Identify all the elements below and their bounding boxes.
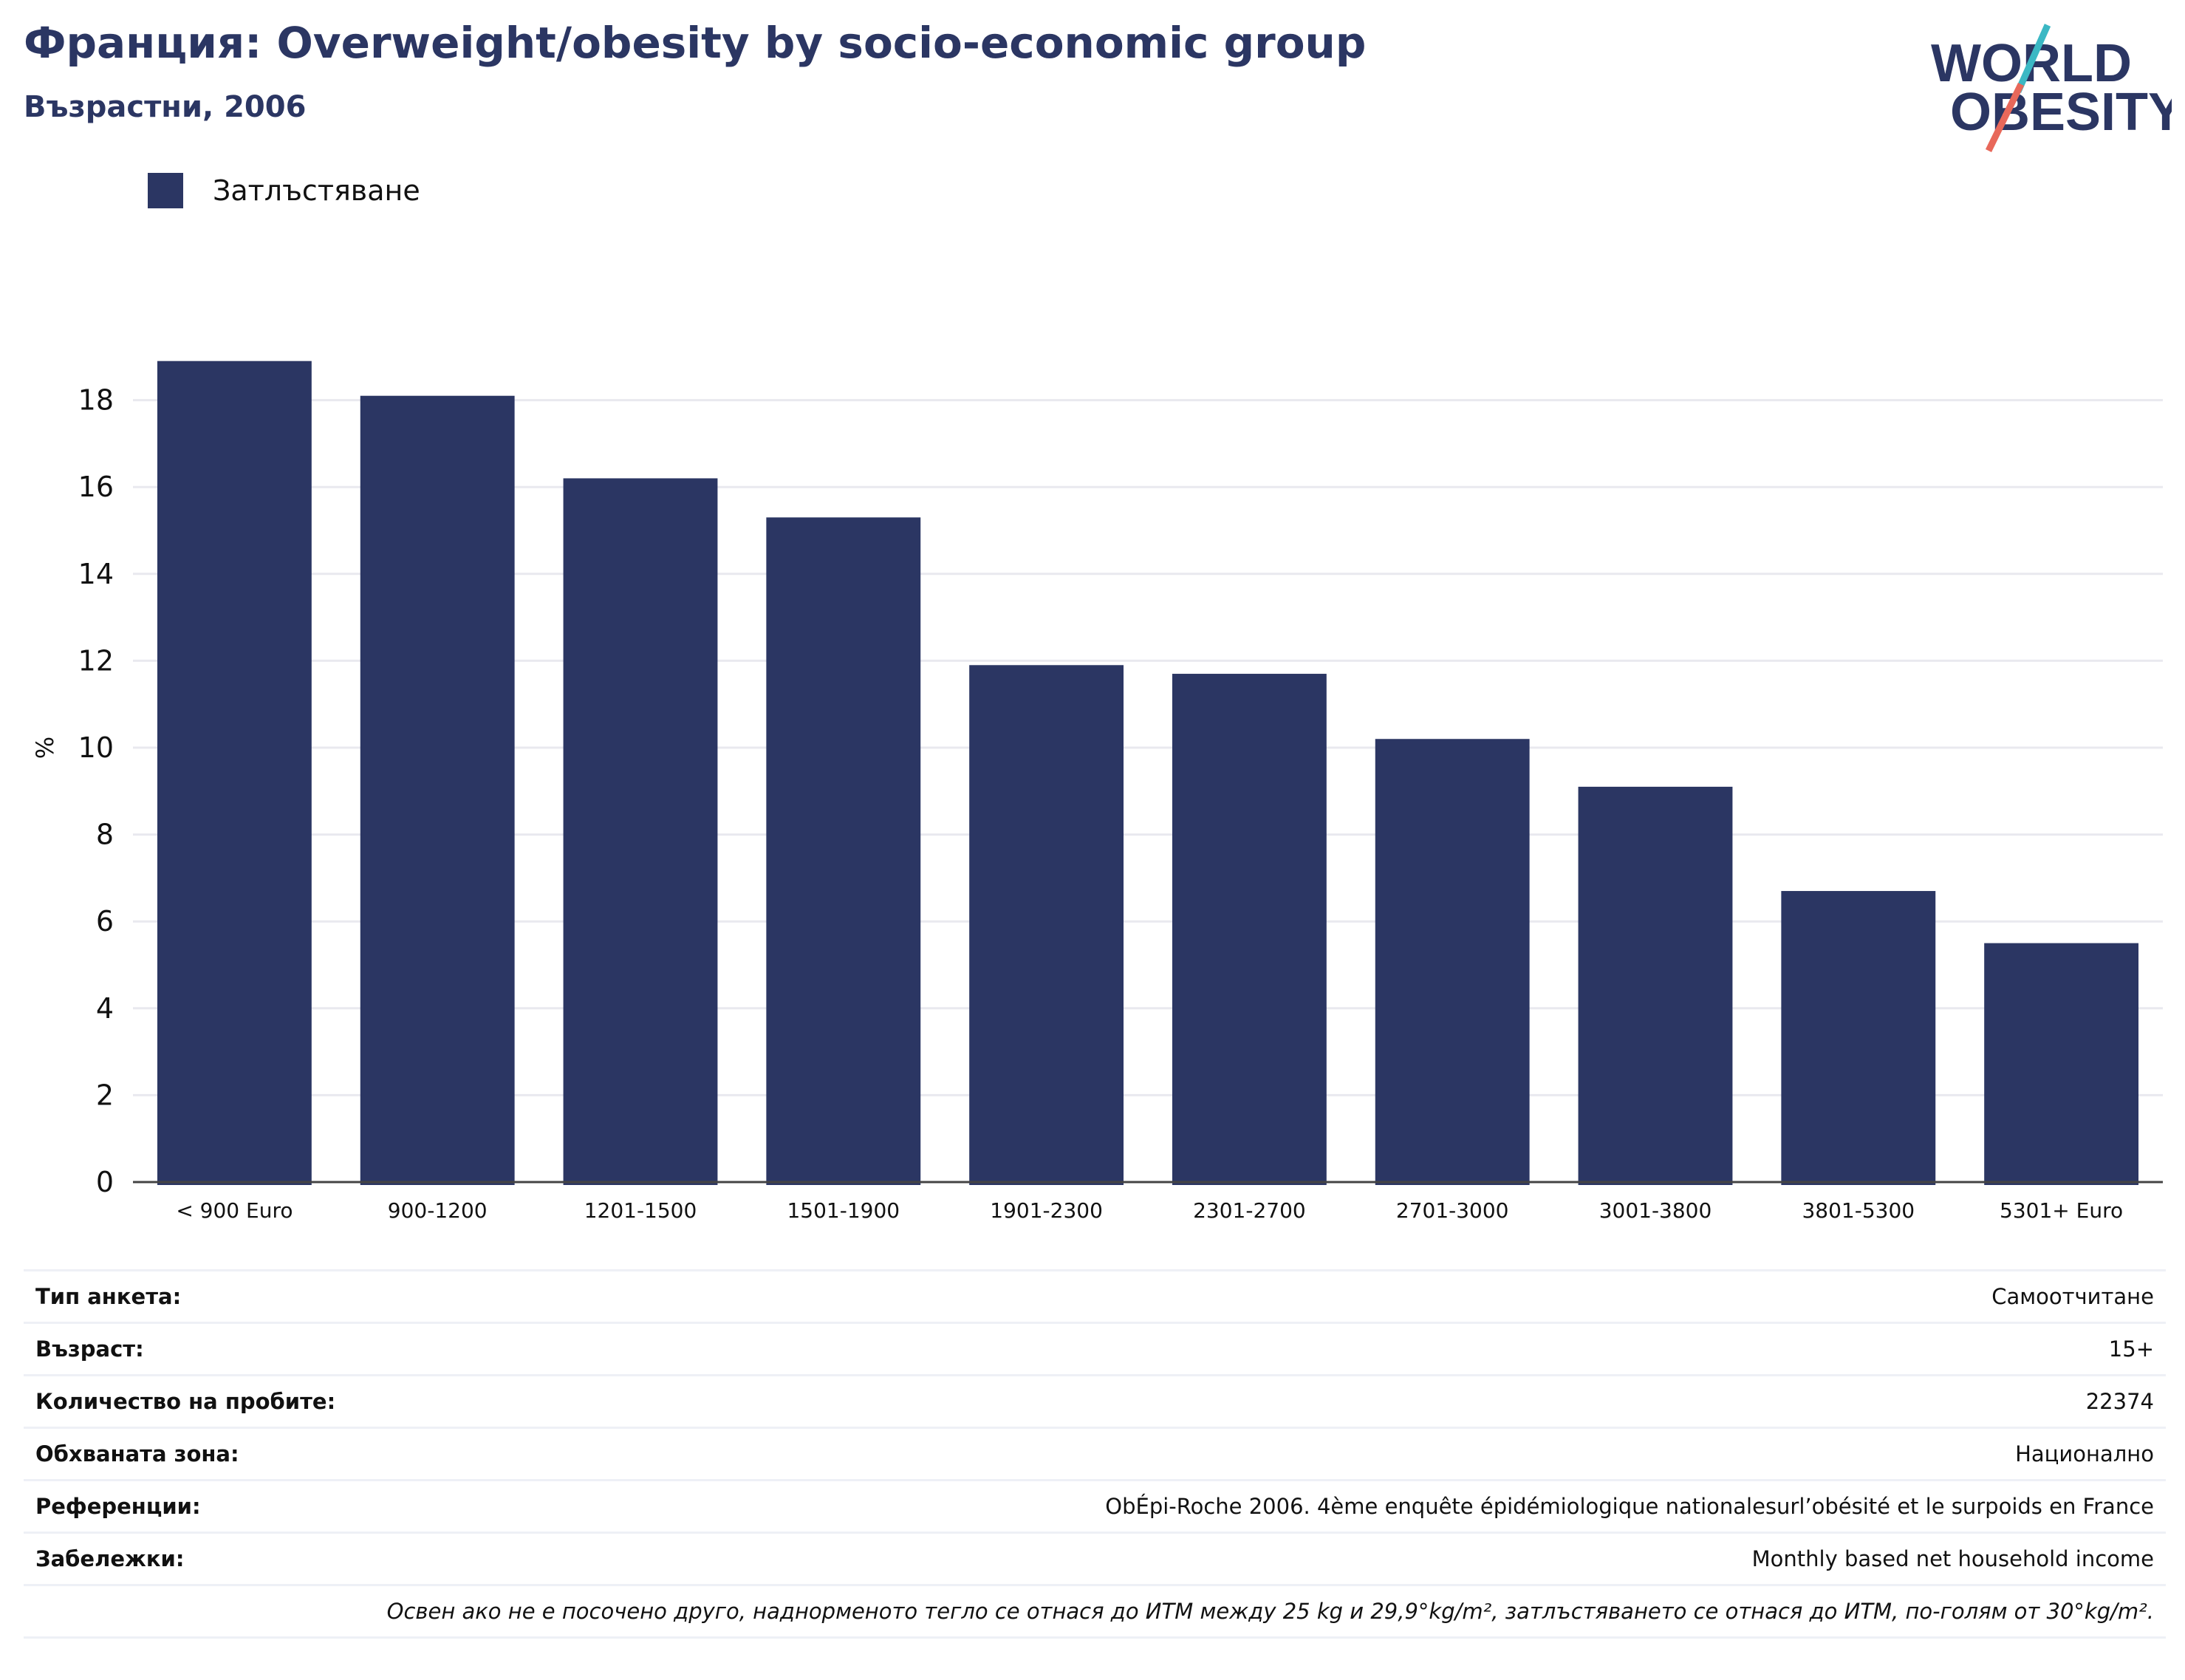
x-tick-label: 2701-3000 (1396, 1198, 1509, 1223)
info-value: Monthly based net household income (520, 1532, 2166, 1585)
x-tick-label: 3801-5300 (1802, 1198, 1915, 1223)
y-tick-label: 4 (96, 992, 114, 1025)
info-value: Национално (520, 1427, 2166, 1481)
info-key: Обхваната зона: (24, 1427, 521, 1481)
chart-title: Франция: Overweight/obesity by socio-eco… (24, 18, 1367, 68)
bar (969, 665, 1124, 1185)
world-obesity-logo: WORLD OBESITY (1931, 24, 2172, 152)
info-key: Количество на пробите: (24, 1374, 521, 1428)
info-row-notes: Забележки: Monthly based net household i… (24, 1532, 2166, 1585)
x-tick-label: 2301-2700 (1193, 1198, 1306, 1223)
bar (157, 361, 312, 1186)
legend: Затлъстяване (148, 171, 420, 210)
chart-subtitle: Възрастни, 2006 (24, 90, 307, 124)
bar (1578, 786, 1733, 1185)
info-key: Възраст: (24, 1322, 521, 1376)
bar-chart: 0 2 4 6 8 10 12 14 16 18% < 900 Euro 900-1200 1201-1… (31, 361, 2163, 1223)
info-row-area: Обхваната зона: Национално (24, 1427, 2166, 1481)
y-tick-label: 0 (96, 1166, 114, 1198)
info-value: 22374 (520, 1374, 2166, 1428)
x-tick-label: 1201-1500 (584, 1198, 697, 1223)
bar (766, 517, 921, 1185)
info-value: 15+ (520, 1322, 2166, 1376)
y-tick-label: 6 (96, 905, 114, 938)
bar (1172, 674, 1327, 1185)
bar (563, 478, 718, 1185)
info-key: Забележки: (24, 1532, 521, 1585)
y-tick-label: 14 (78, 558, 114, 590)
legend-label: Затлъстяване (213, 174, 420, 207)
legend-swatch (148, 173, 183, 208)
survey-info-table: Тип анкета: Самоотчитане Възраст: 15+ Ко… (24, 1269, 2166, 1639)
x-tick-label: 1901-2300 (990, 1198, 1103, 1223)
x-tick-label: < 900 Euro (176, 1198, 293, 1223)
bar (1984, 943, 2139, 1185)
footnote: Освен ако не е посочено друго, наднормен… (24, 1584, 2166, 1639)
logo-slash-teal (2014, 24, 2051, 93)
bar (1375, 739, 1530, 1185)
y-tick-label: 8 (96, 819, 114, 851)
y-tick-label: 16 (78, 471, 114, 503)
y-tick-label: 12 (78, 644, 114, 677)
info-value: Самоотчитане (520, 1269, 2166, 1323)
x-tick-label: 1501-1900 (787, 1198, 900, 1223)
info-row-footnote: Освен ако не е посочено друго, наднормен… (24, 1584, 2166, 1639)
logo-text-obesity: OBESITY (1950, 83, 2172, 142)
logo-slash-coral (1985, 83, 2025, 152)
y-axis-label: % (31, 737, 59, 759)
info-row-references: Референции: ObÉpi-Roche 2006. 4ème enquê… (24, 1479, 2166, 1533)
x-tick-label: 900-1200 (388, 1198, 488, 1223)
y-tick-label: 2 (96, 1079, 114, 1111)
info-row-age: Възраст: 15+ (24, 1322, 2166, 1376)
info-row-survey-type: Тип анкета: Самоотчитане (24, 1269, 2166, 1323)
x-tick-label: 3001-3800 (1599, 1198, 1712, 1223)
info-row-sample-size: Количество на пробите: 22374 (24, 1374, 2166, 1428)
bar (1781, 891, 1936, 1185)
info-value: ObÉpi-Roche 2006. 4ème enquête épidémiol… (520, 1479, 2166, 1533)
bar (360, 395, 515, 1185)
y-tick-label: 10 (78, 731, 114, 764)
x-tick-label: 5301+ Euro (2000, 1198, 2123, 1223)
y-tick-label: 18 (78, 384, 114, 417)
info-key: Референции: (24, 1479, 521, 1533)
info-key: Тип анкета: (24, 1269, 521, 1323)
